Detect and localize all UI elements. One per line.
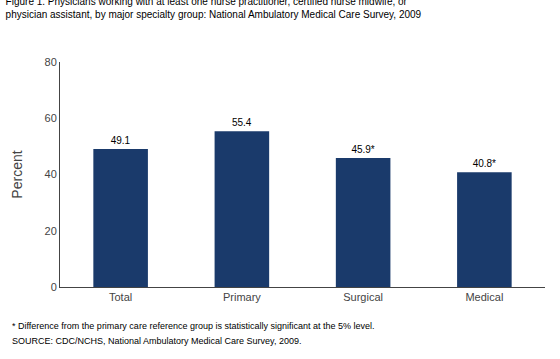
svg-text:45.9*: 45.9* — [351, 144, 374, 155]
svg-text:0: 0 — [51, 281, 57, 293]
svg-text:55.4: 55.4 — [232, 117, 252, 128]
svg-text:SOURCE: CDC/NCHS, National Amb: SOURCE: CDC/NCHS, National Ambulatory Me… — [12, 336, 301, 346]
svg-text:20: 20 — [45, 225, 57, 237]
svg-text:49.1: 49.1 — [111, 135, 131, 146]
svg-text:Percent: Percent — [9, 150, 25, 198]
svg-text:Primary: Primary — [223, 291, 261, 303]
svg-text:Total: Total — [109, 291, 132, 303]
svg-text:* Difference from the primary: * Difference from the primary care refer… — [12, 321, 375, 331]
svg-text:Surgical: Surgical — [343, 291, 383, 303]
svg-text:Medical: Medical — [465, 291, 503, 303]
svg-text:40: 40 — [45, 168, 57, 180]
svg-text:40.8*: 40.8* — [473, 158, 496, 169]
svg-text:60: 60 — [45, 112, 57, 124]
svg-text:80: 80 — [45, 56, 57, 68]
svg-text:Figure 1. Physicians working w: Figure 1. Physicians working with at lea… — [6, 0, 422, 20]
